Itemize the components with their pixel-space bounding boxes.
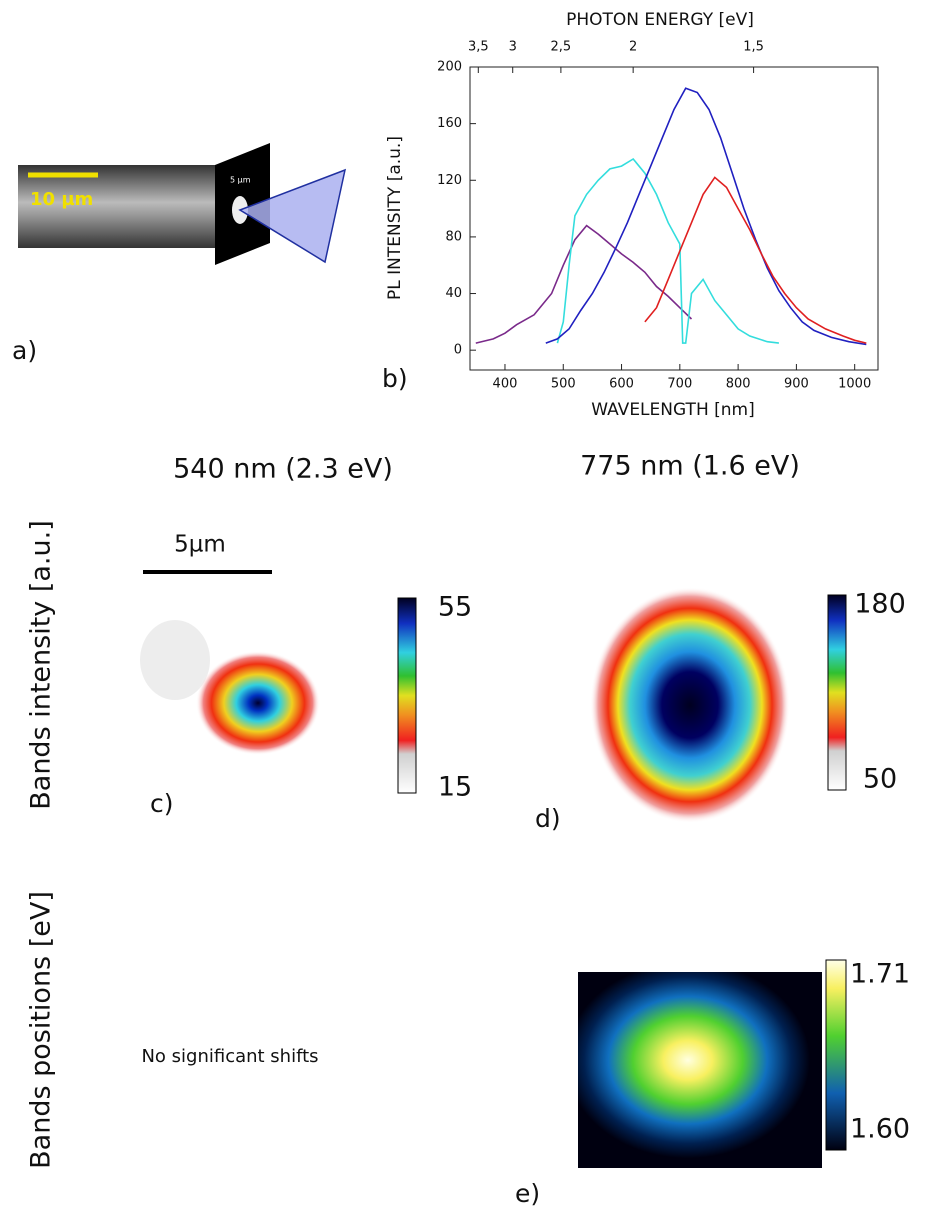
y-tick-label: 40 [445,286,462,301]
y-tick-label: 120 [437,173,462,188]
y-tick-label: 0 [454,343,462,358]
panel-label: b) [382,364,408,393]
spectrum-line [556,157,779,344]
panel-label: e) [515,1179,540,1208]
sem-image [18,165,223,248]
plot-frame [469,66,879,371]
colorbar-max: 1.71 [850,959,910,990]
row-label: Bands intensity [a.u.] [26,520,57,810]
colorbar [825,959,847,1151]
x-tick-label: 400 [493,377,518,392]
scale-label: 5µm [174,532,226,558]
spectrum-line [545,87,867,346]
panel-label: d) [535,804,561,833]
y-tick-label: 200 [437,60,462,75]
colorbar-max: 55 [438,592,472,623]
x-tick-label: 600 [609,377,634,392]
x-tick-label: 700 [667,377,692,392]
x2-tick-label: 2 [629,40,637,55]
x-tick-label: 500 [551,377,576,392]
spectrum-line [644,176,867,344]
light-cone [238,168,347,264]
colorbar-max: 180 [854,589,906,620]
colorbar-min: 50 [863,764,897,795]
position-map [578,972,822,1168]
spectrum-line [475,224,693,344]
colorbar-min: 15 [438,772,472,803]
note: No significant shifts [141,1046,318,1067]
map-title: 775 nm (1.6 eV) [580,451,800,482]
x2-tick-label: 3 [509,40,517,55]
intensity-map [196,651,320,755]
x-axis-label: WAVELENGTH [nm] [591,400,754,420]
x2-axis-label: PHOTON ENERGY [eV] [566,10,754,30]
x2-tick-label: 3,5 [468,40,489,55]
panel-label: a) [12,336,37,365]
map-background [140,620,210,700]
x2-tick-label: 2,5 [551,40,572,55]
x2-tick-label: 1,5 [743,40,764,55]
x-tick-label: 900 [784,377,809,392]
panel-label: c) [150,789,174,818]
x-tick-label: 1000 [838,377,871,392]
x-tick-label: 800 [726,377,751,392]
colorbar [397,597,417,794]
colorbar-min: 1.60 [850,1114,910,1145]
scale-label: 10 µm [30,189,93,210]
y-axis-label: PL INTENSITY [a.u.] [385,136,405,300]
map-title: 540 nm (2.3 eV) [173,454,393,485]
colorbar [827,594,847,791]
row-label: Bands positions [eV] [26,891,57,1169]
y-tick-label: 160 [437,116,462,131]
y-tick-label: 80 [445,229,462,244]
intensity-map [590,587,790,823]
inset-scale: 5 µm [230,176,251,185]
